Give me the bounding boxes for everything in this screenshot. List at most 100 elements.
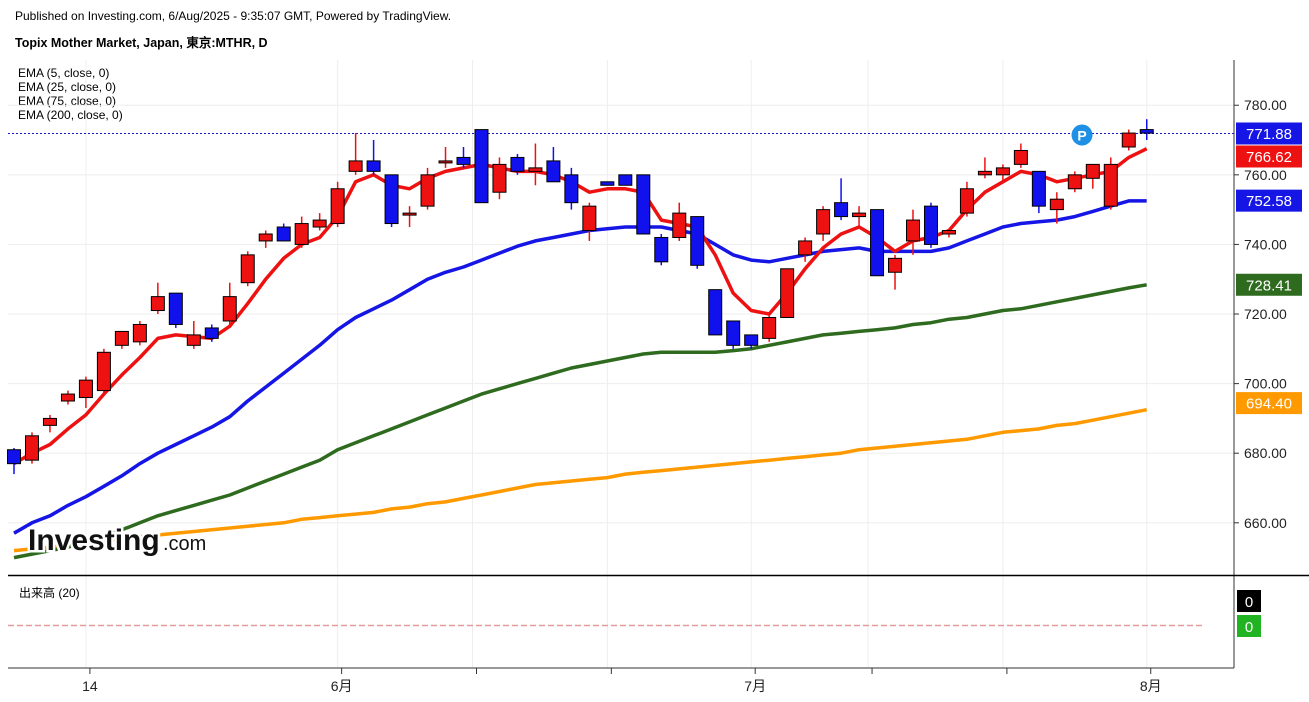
candle[interactable] xyxy=(959,181,974,217)
candle[interactable] xyxy=(402,206,417,228)
candle-body xyxy=(888,257,903,273)
svg-text:0: 0 xyxy=(1245,594,1253,611)
candle[interactable] xyxy=(384,174,399,228)
candle[interactable] xyxy=(348,133,363,175)
candle-body xyxy=(186,334,201,346)
candle[interactable] xyxy=(312,213,327,231)
candle[interactable] xyxy=(690,216,705,269)
ema200-legend[interactable]: EMA (200, close, 0) xyxy=(18,108,123,122)
price-tag-label: 771.88 xyxy=(1246,126,1292,143)
candle[interactable] xyxy=(276,223,291,242)
candle[interactable] xyxy=(1013,143,1028,168)
candle[interactable] xyxy=(906,209,920,255)
candle[interactable] xyxy=(834,178,849,221)
candle[interactable] xyxy=(1067,171,1082,193)
price-tag: 771.88 xyxy=(1236,122,1302,145)
candle[interactable] xyxy=(726,320,741,349)
candle-body xyxy=(1067,174,1082,190)
candle[interactable] xyxy=(240,251,255,287)
ema75-legend[interactable]: EMA (75, close, 0) xyxy=(18,94,117,108)
candle-body xyxy=(780,268,795,318)
svg-text:.com: .com xyxy=(163,533,206,555)
candle-body xyxy=(258,233,273,242)
price-tag: 694.40 xyxy=(1236,392,1302,415)
candle[interactable] xyxy=(438,146,453,168)
candle[interactable] xyxy=(888,254,903,290)
candle[interactable] xyxy=(780,268,795,318)
ema5-legend[interactable]: EMA (5, close, 0) xyxy=(18,66,110,80)
candle[interactable] xyxy=(654,233,669,266)
candle[interactable] xyxy=(168,292,183,328)
candles[interactable] xyxy=(7,119,1154,475)
candle[interactable] xyxy=(816,206,831,241)
candle[interactable] xyxy=(636,174,651,235)
event-marker-icon[interactable]: P xyxy=(1071,124,1093,146)
candle[interactable] xyxy=(564,167,579,210)
candle[interactable] xyxy=(456,146,471,168)
candle[interactable] xyxy=(96,348,111,395)
candle[interactable] xyxy=(42,414,57,433)
candle[interactable] xyxy=(852,206,867,228)
candle[interactable] xyxy=(258,230,273,248)
candle-body xyxy=(744,334,759,346)
ema25-line xyxy=(13,199,1147,535)
candle[interactable] xyxy=(744,334,759,349)
candle-body xyxy=(96,351,111,392)
candle-body xyxy=(510,156,525,172)
candle[interactable] xyxy=(672,202,687,241)
candle[interactable] xyxy=(1139,119,1154,141)
svg-text:0: 0 xyxy=(1245,619,1253,636)
candle-body xyxy=(995,167,1010,176)
candle[interactable] xyxy=(60,390,75,405)
candle[interactable] xyxy=(474,129,489,204)
y-tick-label: 720.00 xyxy=(1244,306,1287,322)
candle[interactable] xyxy=(78,376,93,408)
candle[interactable] xyxy=(1031,170,1046,214)
candle[interactable] xyxy=(618,174,633,186)
candle[interactable] xyxy=(420,167,435,210)
candle[interactable] xyxy=(528,143,543,186)
candle[interactable] xyxy=(510,153,525,175)
price-tag-label: 694.40 xyxy=(1246,396,1292,413)
candle[interactable] xyxy=(977,157,992,179)
candle[interactable] xyxy=(330,181,345,228)
ema75-line xyxy=(13,283,1147,560)
candle[interactable] xyxy=(1049,192,1064,224)
x-tick-label: 14 xyxy=(82,678,98,694)
candle[interactable] xyxy=(114,330,129,349)
candle[interactable] xyxy=(941,230,956,238)
candle[interactable] xyxy=(150,282,165,315)
candle[interactable] xyxy=(7,447,21,475)
volume-tag-1: 0 xyxy=(1237,590,1261,612)
candle-body xyxy=(941,230,956,235)
candle[interactable] xyxy=(582,202,597,241)
candle[interactable] xyxy=(870,209,885,277)
y-tick-label: 740.00 xyxy=(1244,236,1287,252)
candle[interactable] xyxy=(204,324,219,342)
candle[interactable] xyxy=(366,140,381,175)
candle[interactable] xyxy=(294,216,309,248)
candle[interactable] xyxy=(762,314,777,342)
candle[interactable] xyxy=(923,202,938,248)
candle[interactable] xyxy=(995,164,1010,182)
candle[interactable] xyxy=(186,320,201,349)
candle[interactable] xyxy=(492,157,507,200)
candle[interactable] xyxy=(798,237,813,262)
ema25-legend[interactable]: EMA (25, close, 0) xyxy=(18,80,117,94)
x-tick-label: 8月 xyxy=(1140,678,1162,694)
candle[interactable] xyxy=(600,181,615,186)
investing-logo: Investing Investing .com .com xyxy=(26,522,209,560)
candle-body xyxy=(150,296,165,312)
candle[interactable] xyxy=(1085,163,1100,189)
price-tag-label: 752.58 xyxy=(1246,193,1292,210)
volume-legend[interactable]: 出来高 (20) xyxy=(19,586,80,600)
candle[interactable] xyxy=(708,289,723,336)
candle-body xyxy=(420,174,435,207)
candle[interactable] xyxy=(1103,157,1118,210)
candle[interactable] xyxy=(24,432,39,464)
candle[interactable] xyxy=(546,146,561,183)
candle[interactable] xyxy=(132,320,147,346)
candle[interactable] xyxy=(1121,129,1136,151)
candle[interactable] xyxy=(222,282,237,328)
